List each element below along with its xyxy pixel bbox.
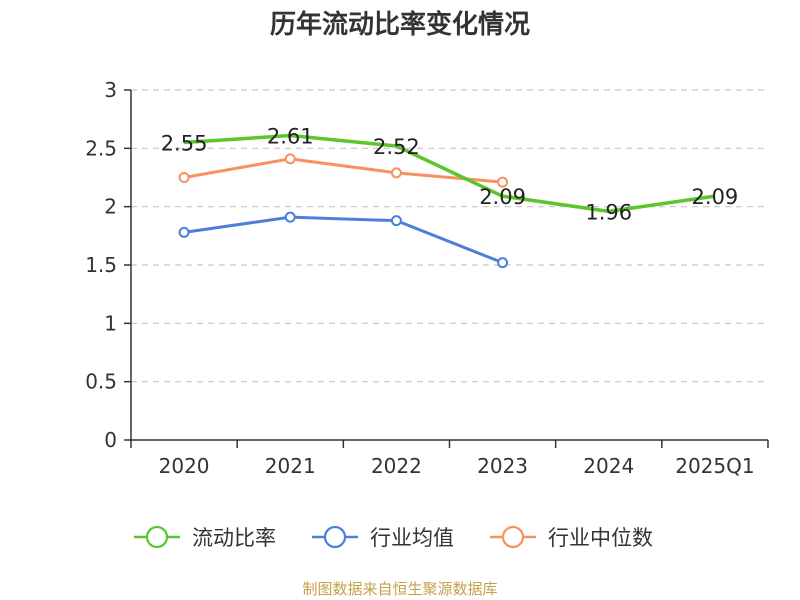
y-tick-label: 1.5 xyxy=(85,253,117,277)
x-tick-label: 2023 xyxy=(477,454,528,478)
data-label: 2.55 xyxy=(161,132,208,156)
x-tick-label: 2021 xyxy=(265,454,316,478)
y-tick-label: 0.5 xyxy=(85,370,117,394)
legend-marker xyxy=(145,525,169,549)
legend-item[interactable]: 行业均值 xyxy=(312,525,454,550)
data-point xyxy=(497,257,509,269)
x-tick-label: 2022 xyxy=(371,454,422,478)
grid-lines xyxy=(131,89,768,383)
y-tick-label: 2 xyxy=(104,195,117,219)
legend-marker xyxy=(323,525,347,549)
data-point xyxy=(390,215,402,227)
legend-label: 行业均值 xyxy=(370,526,454,550)
data-point xyxy=(178,172,190,183)
data-label: 2.61 xyxy=(267,125,314,149)
data-point xyxy=(497,176,509,188)
x-tick-label: 2025Q1 xyxy=(675,454,754,478)
legend-label: 流动比率 xyxy=(192,526,276,550)
series-line xyxy=(183,215,504,265)
y-tick-label: 1 xyxy=(104,311,117,335)
data-label: 1.96 xyxy=(585,200,632,224)
axes: 0 0.5 1 1.5 2 2.5 3 2020 2021 2022 2023 2024 2025Q1 xyxy=(85,78,769,478)
data-labels: 2.55 2.61 2.52 2.09 1.96 2.09 xyxy=(161,125,739,225)
legend-item[interactable]: 流动比率 xyxy=(134,525,276,550)
source-note: 制图数据来自恒生聚源数据库 xyxy=(302,580,498,598)
chart-title: 历年流动比率变化情况 xyxy=(269,10,530,40)
data-label: 2.09 xyxy=(479,185,526,209)
x-tick-label: 2024 xyxy=(583,454,634,478)
data-point xyxy=(390,167,402,179)
data-point xyxy=(178,226,190,238)
y-tick-label: 0 xyxy=(104,428,117,452)
legend-item[interactable]: 行业中位数 xyxy=(490,525,653,550)
data-point xyxy=(284,211,296,223)
data-point xyxy=(284,153,296,165)
y-tick-label: 2.5 xyxy=(85,136,117,160)
series-line xyxy=(183,133,716,214)
data-label: 2.52 xyxy=(373,135,420,159)
data-label: 2.09 xyxy=(692,185,739,209)
x-tick-label: 2020 xyxy=(159,454,210,478)
series-lines xyxy=(178,133,716,269)
legend-label: 行业中位数 xyxy=(548,526,653,550)
y-tick-label: 3 xyxy=(104,78,117,102)
legend[interactable]: 流动比率 行业均值 行业中位数 xyxy=(134,525,653,550)
series-line xyxy=(183,157,503,184)
legend-marker xyxy=(501,525,525,549)
